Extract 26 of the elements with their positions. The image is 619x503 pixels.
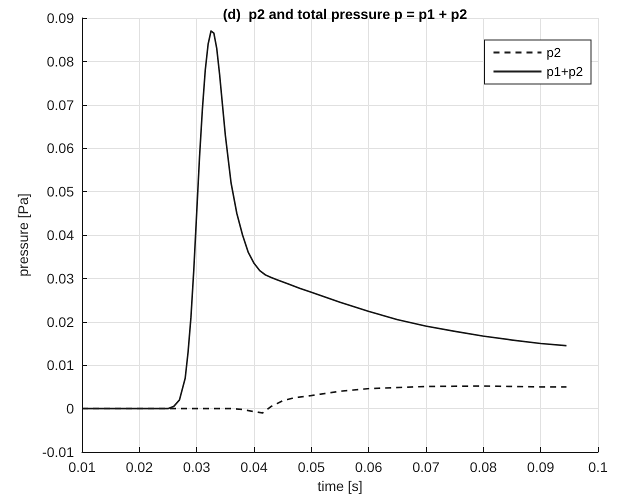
x-tick-label: 0.03 — [183, 459, 211, 475]
chart-title: (d) p2 and total pressure p = p1 + p2 — [222, 6, 468, 22]
y-tick-label: 0.04 — [46, 227, 74, 243]
y-tick-label: 0.06 — [46, 140, 74, 156]
x-tick-label: 0.02 — [126, 459, 154, 475]
x-tick-label: 0.08 — [470, 459, 498, 475]
y-tick-label: 0.03 — [46, 270, 74, 286]
x-axis-title: time [s] — [317, 478, 363, 494]
y-tick-label: 0.09 — [46, 10, 74, 26]
y-tick-label: 0.07 — [46, 96, 74, 113]
y-tick-label: 0.08 — [46, 53, 74, 70]
x-tick-label: 0.05 — [298, 459, 326, 475]
y-tick-label: 0.01 — [46, 357, 74, 374]
y-tick-label: -0.01 — [42, 444, 74, 460]
y-tick-label: 0 — [66, 400, 74, 417]
y-axis-title: pressure [Pa] — [15, 193, 31, 277]
x-tick-label: 0.06 — [355, 459, 383, 475]
y-tick-label: 0.05 — [46, 184, 74, 200]
legend-label: p1+p2 — [546, 64, 584, 79]
x-tick-label: 0.09 — [527, 459, 555, 475]
x-tick-label: 0.04 — [240, 459, 268, 475]
legend-label: p2 — [546, 45, 561, 60]
x-tick-label: 0.07 — [412, 459, 440, 475]
y-tick-label: 0.02 — [46, 314, 74, 330]
x-tick-label: 0.1 — [588, 459, 608, 475]
x-tick-label: 0.01 — [68, 459, 96, 475]
